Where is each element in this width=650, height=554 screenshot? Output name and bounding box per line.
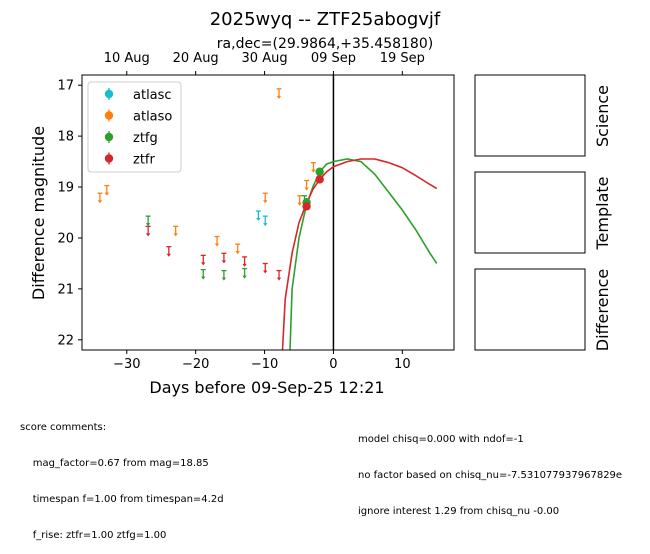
detection-ztfr bbox=[315, 175, 324, 184]
upper-limit-ztfr bbox=[200, 254, 206, 266]
x-axis-label: Days before 09-Sep-25 12:21 bbox=[149, 378, 384, 397]
cutout-panel-template bbox=[474, 171, 586, 254]
y-tick-label: 20 bbox=[57, 231, 74, 246]
model-comments: model chisq=0.000 with ndof=-1 no factor… bbox=[358, 410, 650, 530]
legend-entry-ztfg: ztfg bbox=[104, 131, 158, 146]
y-axis-label: Difference magnitude bbox=[29, 126, 48, 300]
upper-limit-atlaso bbox=[297, 195, 303, 206]
plot-clip-group bbox=[97, 75, 438, 350]
legend: atlasc atlaso ztfg ztfr bbox=[87, 81, 182, 173]
top-axis-tick-label: 30 Aug bbox=[242, 51, 288, 66]
upper-limit-atlaso bbox=[173, 225, 179, 237]
upper-limit-atlasc bbox=[255, 210, 261, 222]
cutout-panel-difference bbox=[474, 268, 586, 351]
top-axis-tick-label: 10 Aug bbox=[104, 51, 150, 66]
x-tick-label: −20 bbox=[182, 357, 209, 372]
cutout-panel-label: Template bbox=[593, 176, 612, 250]
cutout-panel-label: Difference bbox=[593, 269, 612, 351]
legend-label: atlasc bbox=[133, 88, 172, 103]
axes: −30 −20 −10 0 10 10 Aug 20 Aug 30 Aug 09 Sep 19 S… bbox=[57, 51, 455, 372]
y-tick-label: 18 bbox=[57, 130, 74, 145]
upper-limit-ztfr bbox=[221, 252, 227, 264]
score-comments: score comments: mag_factor=0.67 from mag… bbox=[20, 398, 224, 554]
x-tick-label: 10 bbox=[394, 357, 411, 372]
comment-line: model chisq=0.000 with ndof=-1 bbox=[358, 434, 524, 445]
y-tick-label: 21 bbox=[57, 282, 74, 297]
comment-line: no factor based on chisq_nu=-7.531077937… bbox=[358, 470, 623, 481]
legend-marker bbox=[104, 111, 114, 120]
upper-limit-atlaso bbox=[214, 235, 220, 247]
top-axis-tick-label: 09 Sep bbox=[311, 51, 356, 66]
detection-ztfr bbox=[302, 202, 311, 211]
cutout-panels: Science Template Difference bbox=[474, 74, 612, 351]
chart-subtitle: ra,dec=(29.9864,+35.458180) bbox=[217, 36, 433, 52]
upper-limit-atlaso bbox=[262, 192, 268, 204]
legend-marker bbox=[104, 154, 114, 163]
legend-label: ztfr bbox=[133, 153, 155, 168]
comment-line: ignore interest 1.29 from chisq_nu -0.00 bbox=[358, 506, 560, 517]
upper-limit-atlaso bbox=[304, 179, 310, 191]
legend-box bbox=[87, 81, 182, 173]
upper-limit-ztfg bbox=[221, 269, 227, 281]
comment-line: score comments: bbox=[20, 422, 107, 433]
chart-title: 2025wyq -- ZTF25abogvjf bbox=[210, 9, 441, 30]
x-tick-label: 0 bbox=[329, 357, 337, 372]
legend-entry-atlasc: atlasc bbox=[104, 88, 172, 103]
y-tick-label: 22 bbox=[57, 333, 74, 348]
legend-label: atlaso bbox=[133, 110, 172, 125]
upper-limit-atlaso bbox=[235, 243, 241, 255]
x-tick-label: −30 bbox=[113, 357, 140, 372]
legend-entry-atlaso: atlaso bbox=[104, 109, 172, 125]
cutout-panel-label: Science bbox=[593, 85, 612, 147]
plot-area bbox=[97, 75, 438, 350]
upper-limit-atlaso bbox=[276, 88, 282, 99]
model-curve-ztfr bbox=[281, 158, 438, 350]
legend-marker bbox=[104, 89, 114, 99]
upper-limit-ztfr bbox=[242, 256, 248, 267]
plot-frame bbox=[81, 74, 455, 351]
comment-line: f_rise: ztfr=1.00 ztfg=1.00 bbox=[20, 530, 167, 541]
top-axis-tick-label: 19 Sep bbox=[380, 51, 425, 66]
upper-limit-atlaso bbox=[97, 192, 103, 204]
y-tick-label: 17 bbox=[57, 79, 74, 94]
upper-limit-ztfr bbox=[276, 269, 282, 281]
legend-label: ztfg bbox=[133, 131, 158, 146]
detection-ztfg bbox=[315, 167, 324, 176]
upper-limit-atlaso bbox=[310, 162, 316, 173]
x-tick-label: −10 bbox=[251, 357, 278, 372]
upper-limit-ztfr bbox=[145, 225, 151, 237]
top-axis-tick-label: 20 Aug bbox=[173, 51, 219, 66]
model-curve-ztfg bbox=[289, 158, 438, 350]
upper-limit-ztfr bbox=[262, 262, 268, 274]
legend-marker bbox=[104, 132, 114, 142]
comment-line: timespan f=1.00 from timespan=4.2d bbox=[20, 494, 224, 505]
cutout-panel-science bbox=[474, 74, 586, 157]
y-tick-label: 19 bbox=[57, 181, 74, 196]
upper-limit-ztfg bbox=[200, 268, 206, 280]
upper-limit-ztfg bbox=[145, 215, 151, 227]
lightcurve-figure: 2025wyq -- ZTF25abogvjf ra,dec=(29.9864,… bbox=[29, 9, 612, 397]
upper-limit-atlaso bbox=[104, 184, 110, 196]
upper-limit-ztfr bbox=[166, 246, 172, 257]
upper-limit-atlasc bbox=[262, 215, 268, 227]
comment-line: mag_factor=0.67 from mag=18.85 bbox=[20, 458, 209, 469]
upper-limit-ztfg bbox=[242, 267, 248, 279]
legend-entry-ztfr: ztfr bbox=[104, 152, 155, 168]
